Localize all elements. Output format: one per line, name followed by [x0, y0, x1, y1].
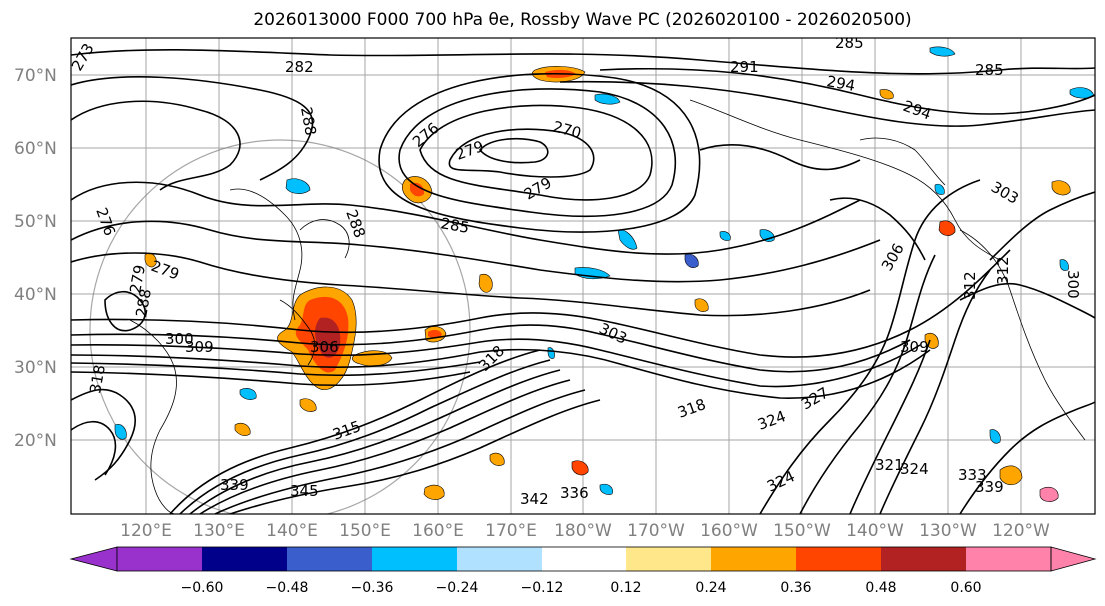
- colorbar-tick-label: −0.12: [521, 580, 564, 596]
- colorbar-bin: [457, 547, 542, 571]
- lon-label: 130°W: [919, 521, 977, 541]
- contour-label: 285: [835, 34, 864, 52]
- lon-label: 170°E: [485, 521, 537, 541]
- contour-label: 300: [165, 330, 194, 348]
- contour-label: 306: [310, 338, 339, 356]
- contour-label: 288: [132, 287, 155, 318]
- lon-label: 120°W: [992, 521, 1050, 541]
- lon-label: 130°E: [193, 521, 245, 541]
- colorbar-bin: [626, 547, 711, 571]
- lat-label: 40°N: [14, 285, 57, 305]
- contour-label: 312: [961, 271, 979, 300]
- contour-label: 339: [220, 476, 249, 494]
- map-title: 2026013000 F000 700 hPa θe, Rossby Wave …: [253, 10, 912, 30]
- lat-label: 50°N: [14, 212, 57, 232]
- contour-label: 309: [185, 338, 214, 356]
- lon-label: 150°E: [339, 521, 391, 541]
- colorbar-tick-label: −0.24: [436, 580, 479, 596]
- contour-label: 321: [875, 456, 904, 474]
- contour-label: 291: [730, 58, 759, 76]
- negative-anomaly-shading: [114, 46, 1095, 495]
- contour-label: 294: [825, 72, 856, 95]
- contour-label: 336: [560, 484, 589, 502]
- colorbar-tick-label: −0.60: [181, 580, 224, 596]
- contour-label: 318: [86, 363, 109, 394]
- contour-label: 285: [975, 61, 1004, 79]
- lon-label: 140°E: [266, 521, 318, 541]
- colorbar-tick-label: −0.36: [351, 580, 394, 596]
- projection-circle: [89, 139, 471, 514]
- contour-label: 345: [290, 482, 319, 500]
- colorbar-bin: [542, 547, 626, 571]
- coastlines: [129, 99, 1086, 514]
- contour-label: 300: [1064, 270, 1082, 299]
- lon-label: 160°E: [412, 521, 464, 541]
- colorbar-bin: [711, 547, 796, 571]
- longitude-labels: 120°E 130°E 140°E 150°E 160°E 170°E 180°…: [120, 521, 1050, 541]
- lat-label: 30°N: [14, 358, 57, 378]
- colorbar-bin: [202, 547, 287, 571]
- lat-label: 60°N: [14, 139, 57, 159]
- contour-label: 288: [297, 106, 320, 137]
- lon-label: 150°W: [773, 521, 831, 541]
- contour-label: 309: [900, 338, 929, 356]
- colorbar-bin-low-extend: [69, 546, 118, 572]
- colorbar-tick-label: 0.12: [610, 580, 641, 596]
- colorbar-tick-label: 0.36: [780, 580, 811, 596]
- lon-label: 140°W: [846, 521, 904, 541]
- contour-label: 342: [520, 490, 549, 508]
- map-border: [70, 37, 1096, 515]
- lat-label: 20°N: [14, 431, 57, 451]
- colorbar-tick-label: 0.60: [950, 580, 981, 596]
- latitude-labels: 70°N 60°N 50°N 40°N 30°N 20°N: [14, 66, 57, 451]
- colorbar-outline: [116, 546, 1052, 572]
- contour-label: 285: [439, 214, 470, 237]
- theta-e-contours: [71, 49, 1095, 514]
- positive-anomaly-shading: [144, 66, 1071, 502]
- colorbar: −0.60 −0.48 −0.36 −0.24 −0.12 0.12 0.24 …: [69, 546, 1097, 596]
- colorbar-bin: [372, 547, 457, 571]
- lat-label: 70°N: [14, 66, 57, 86]
- contour-label: 282: [285, 58, 314, 76]
- contour-label: 333: [958, 466, 987, 484]
- colorbar-bin: [117, 547, 202, 571]
- contour-label: 279: [126, 263, 149, 294]
- contour-label: 312: [994, 256, 1012, 285]
- colorbar-bin: [796, 547, 881, 571]
- colorbar-bin: [881, 547, 966, 571]
- colorbar-tick-label: 0.24: [695, 580, 726, 596]
- lon-label: 180°W: [554, 521, 612, 541]
- lon-label: 170°W: [627, 521, 685, 541]
- colorbar-tick-label: −0.48: [266, 580, 309, 596]
- colorbar-bin: [287, 547, 372, 571]
- lon-label: 160°W: [700, 521, 758, 541]
- contour-label: 324: [900, 460, 929, 478]
- colorbar-bin: [966, 547, 1051, 571]
- contour-label: 339: [975, 478, 1004, 496]
- colorbar-tick-label: 0.48: [865, 580, 896, 596]
- colorbar-bin-high-extend: [1050, 546, 1097, 572]
- lon-label: 120°E: [120, 521, 172, 541]
